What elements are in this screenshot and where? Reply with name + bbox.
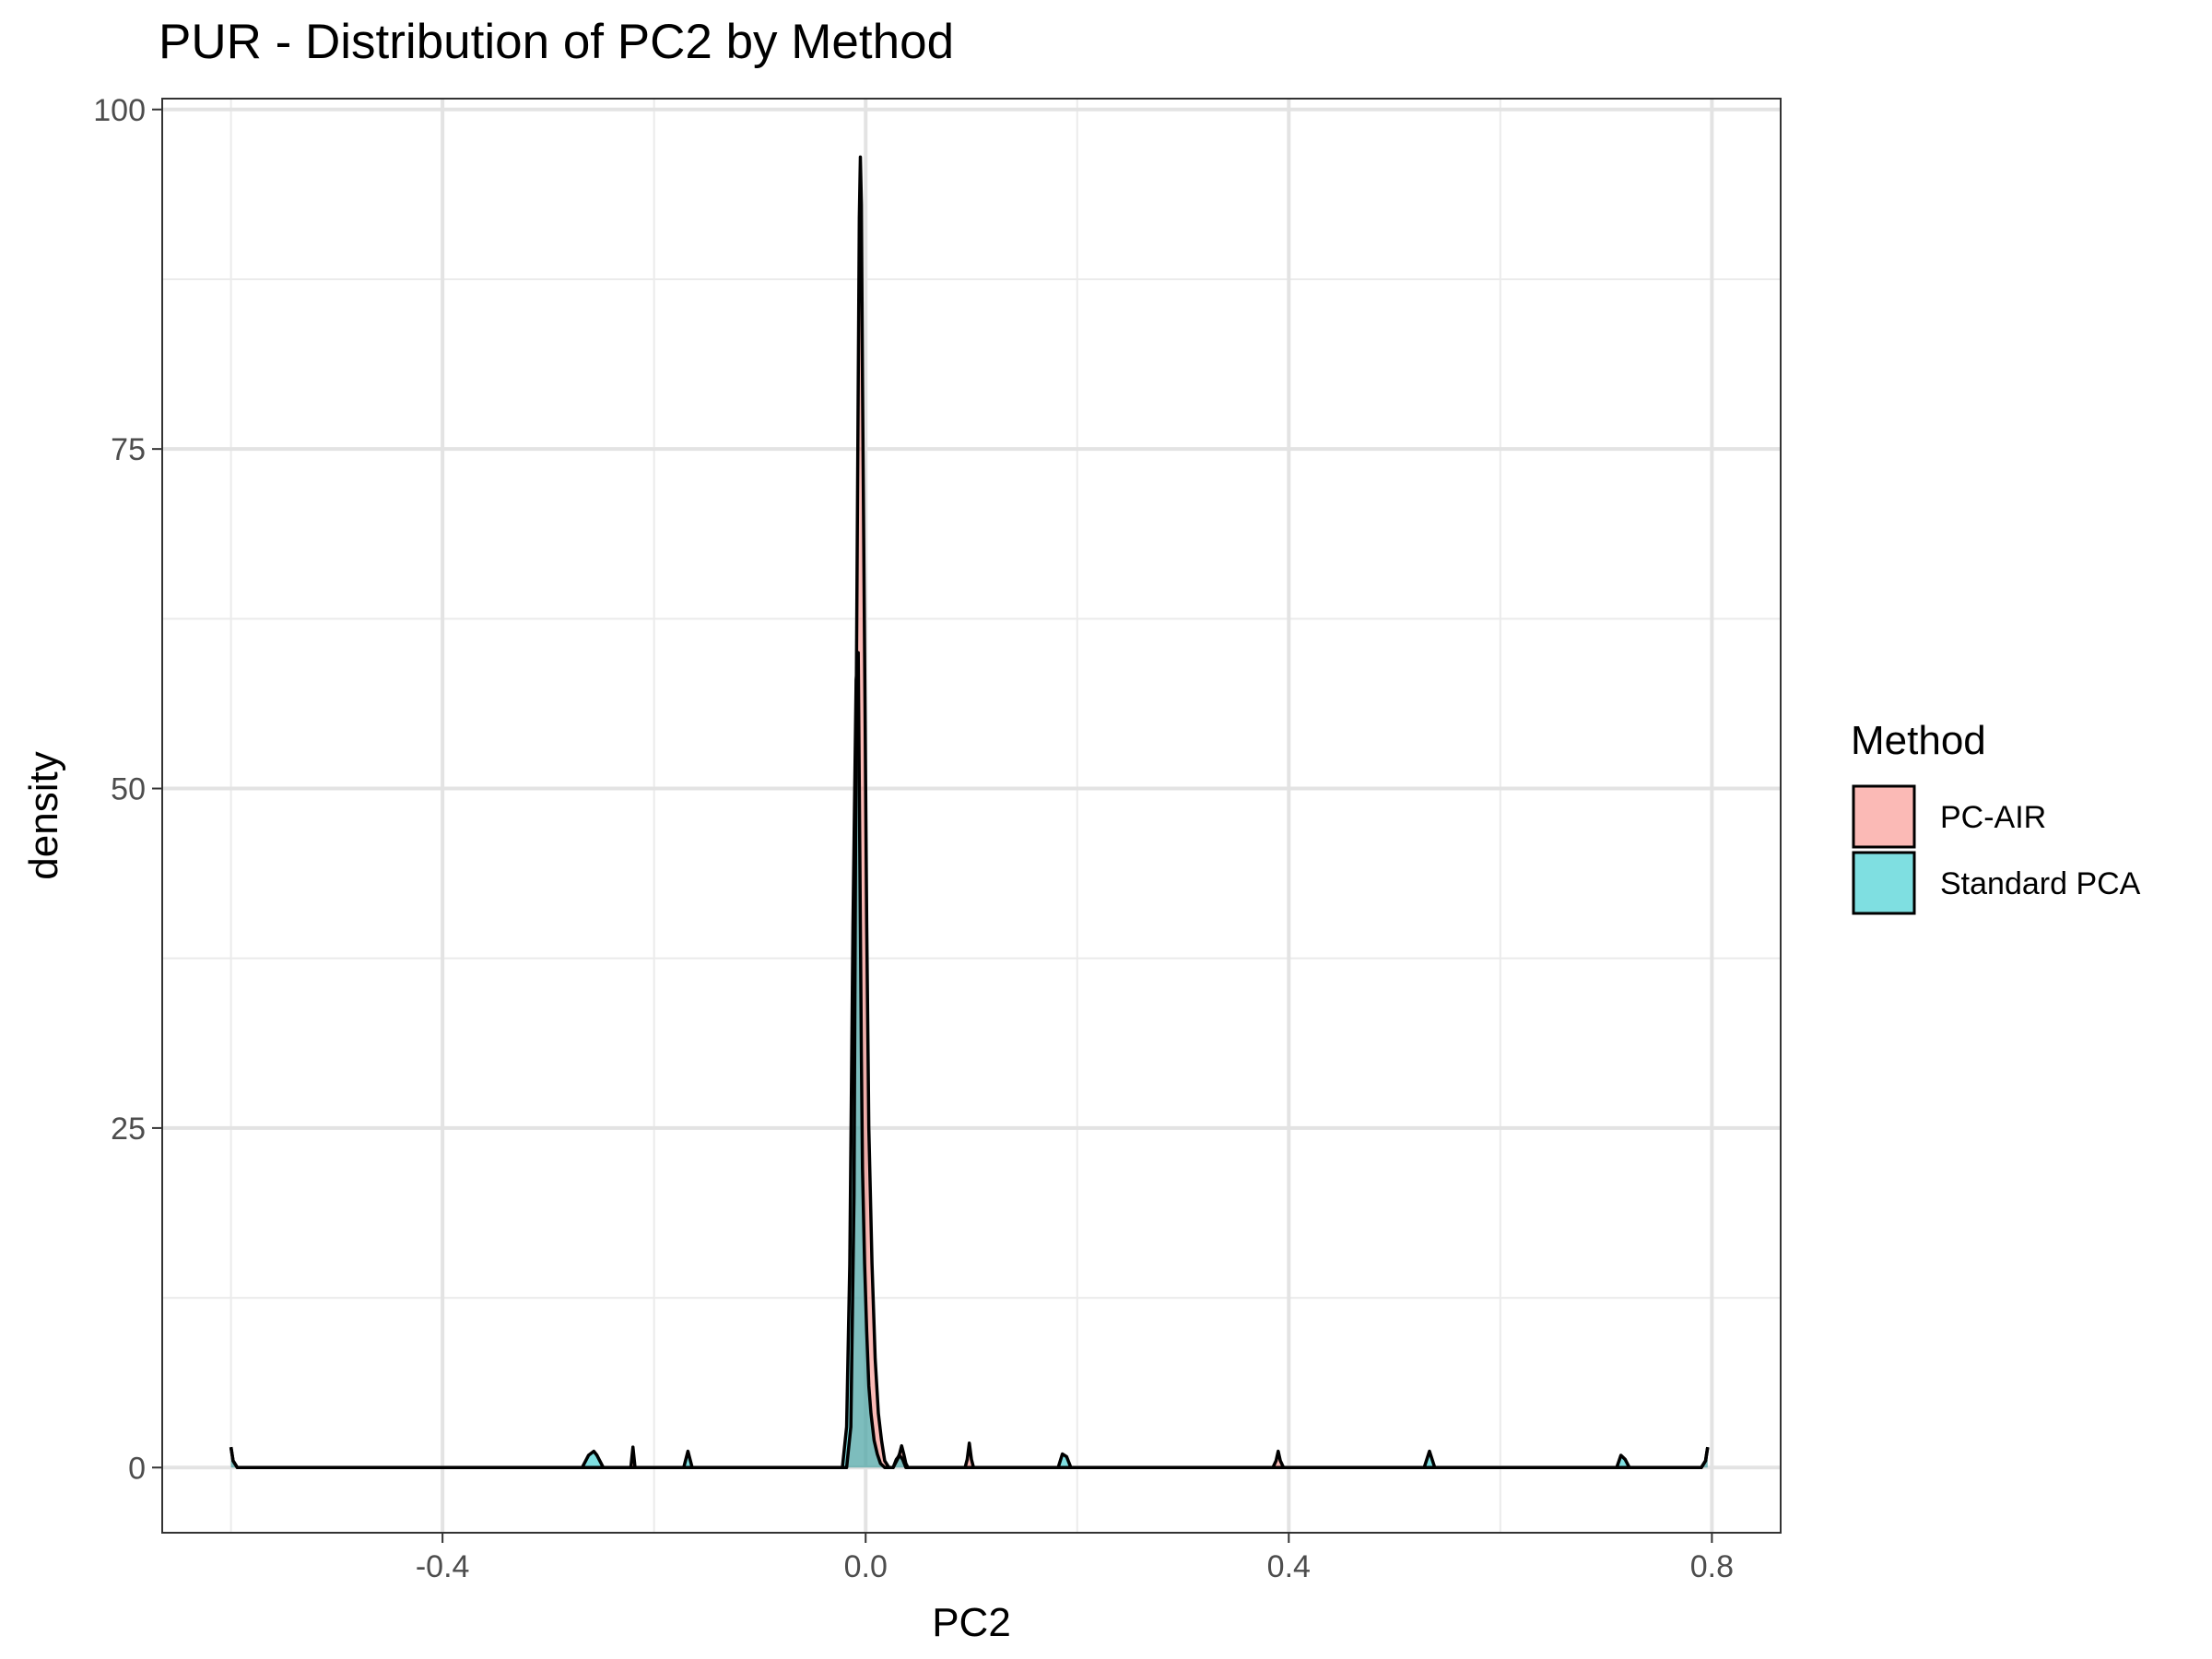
density-line-standard-pca [229, 651, 1710, 1470]
grid-minor [162, 99, 1781, 1533]
y-tick-label: 100 [93, 93, 146, 128]
x-axis: -0.4 0.0 0.4 0.8 [416, 1533, 1734, 1584]
legend: Method PC-AIR Standard PCA [1851, 718, 2141, 915]
legend-label: Standard PCA [1940, 866, 2141, 901]
x-axis-title: PC2 [932, 1600, 1011, 1645]
legend-key-pc-air [1852, 784, 1916, 849]
chart-title: PUR - Distribution of PC2 by Method [159, 15, 954, 69]
legend-key-standard-pca [1852, 851, 1916, 915]
x-tick-label: -0.4 [416, 1549, 470, 1584]
x-tick-label: 0.8 [1690, 1549, 1734, 1584]
plot-panel [162, 99, 1781, 1533]
y-tick-label: 0 [128, 1451, 146, 1486]
y-tick-label: 25 [111, 1112, 146, 1147]
density-series [229, 155, 1710, 1470]
y-tick-label: 75 [111, 432, 146, 467]
y-tick-label: 50 [111, 772, 146, 807]
y-axis-title: density [21, 751, 66, 879]
y-axis: 0 25 50 75 100 [93, 93, 162, 1486]
x-tick-label: 0.0 [844, 1549, 888, 1584]
legend-label: PC-AIR [1940, 800, 2046, 835]
x-tick-label: 0.4 [1267, 1549, 1311, 1584]
plot-border [161, 98, 1782, 1534]
legend-title: Method [1851, 718, 1986, 763]
